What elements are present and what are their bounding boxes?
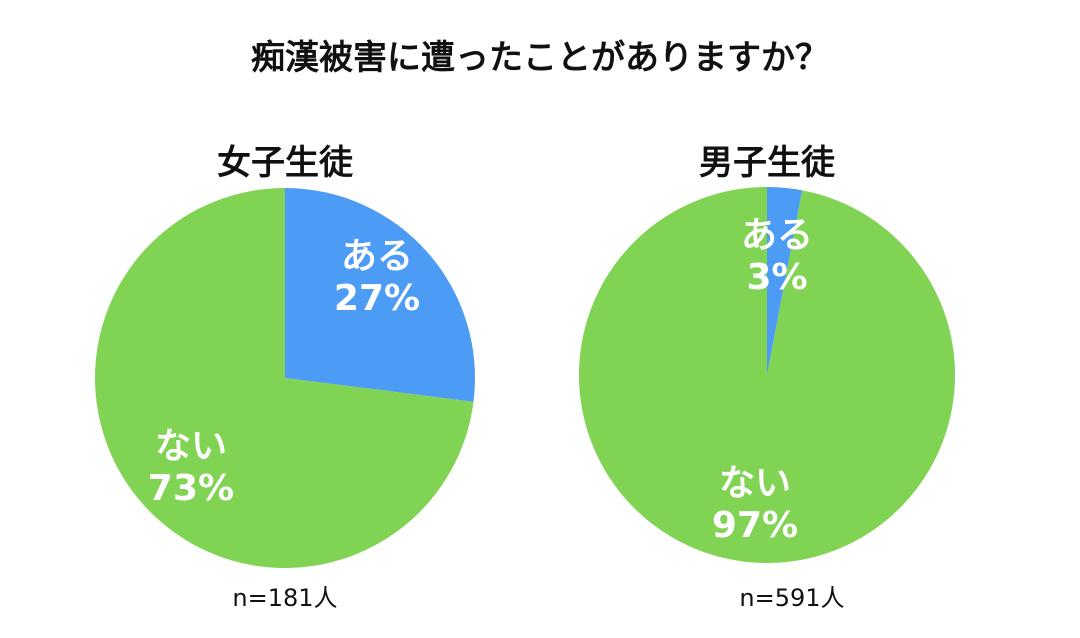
pie-slice-boys-yes — [767, 187, 803, 375]
chart-title: 痴漢被害に遭ったことがありますか？ — [251, 38, 829, 78]
pie-slice-girls-yes — [285, 188, 475, 402]
slice-label-boys-yes: ある — [741, 215, 813, 256]
pie-slice-boys-no — [578, 186, 955, 563]
pie-title-girls: 女子生徒 — [217, 143, 354, 183]
slice-label-boys-no: ない — [719, 463, 791, 504]
slice-value-boys-yes: 3% — [746, 257, 807, 298]
slice-value-boys-no: 97% — [712, 505, 798, 546]
pie-title-boys: 男子生徒 — [699, 143, 836, 183]
slice-label-girls-no: ない — [155, 426, 227, 467]
slice-value-girls-no: 73% — [148, 468, 234, 509]
sample-size-girls: n=181人 — [232, 584, 337, 612]
sample-size-boys: n=591人 — [739, 584, 844, 612]
slice-label-girls-yes: ある — [341, 236, 413, 277]
pie-slice-girls-no — [95, 188, 474, 569]
slice-value-girls-yes: 27% — [334, 278, 420, 319]
